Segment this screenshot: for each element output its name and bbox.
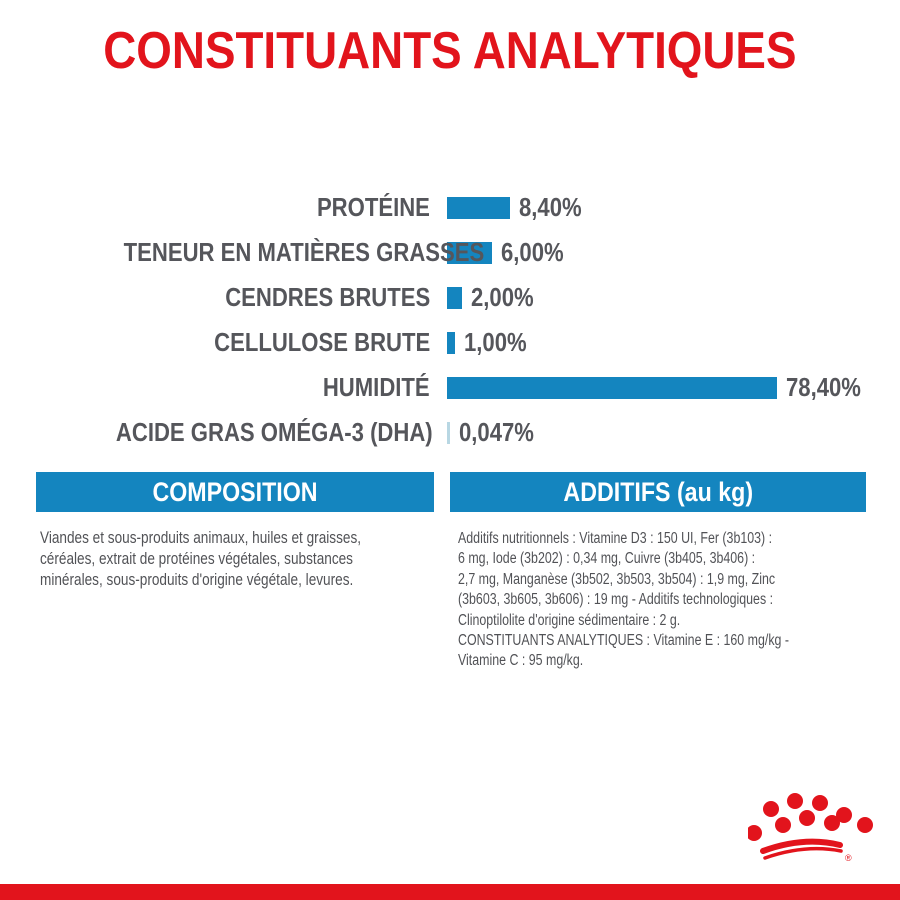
analytical-constituents-chart: PROTÉINE 8,40% TENEUR EN MATIÈRES GRASSE… <box>60 185 900 455</box>
chart-row: CENDRES BRUTES 2,00% <box>60 275 900 320</box>
registered-trademark: ® <box>845 853 852 863</box>
chart-category-label: TENEUR EN MATIÈRES GRASSES <box>123 237 485 267</box>
chart-category-label: CELLULOSE BRUTE <box>213 327 430 357</box>
chart-row: PROTÉINE 8,40% <box>60 185 900 230</box>
chart-category-label: CENDRES BRUTES <box>224 282 430 312</box>
bar-value-label: 8,40% <box>519 192 582 222</box>
bar-value-label: 78,40% <box>786 372 861 402</box>
composition-header: COMPOSITION <box>36 472 434 512</box>
page-title: CONSTITUANTS ANALYTIQUES <box>0 22 900 80</box>
bar-omega-3-dha <box>447 421 450 444</box>
crown-band <box>760 838 843 860</box>
additifs-header: ADDITIFS (au kg) <box>450 472 866 512</box>
additifs-text: Additifs nutritionnels : Vitamine D3 : 1… <box>458 530 789 670</box>
chart-row: TENEUR EN MATIÈRES GRASSES 6,00% <box>60 230 900 275</box>
page-title-text: CONSTITUANTS ANALYTIQUES <box>103 22 797 80</box>
bar-cendres-brutes <box>447 286 462 309</box>
bar-cellulose-brute <box>447 331 455 354</box>
chart-category-label: HUMIDITÉ <box>323 372 430 402</box>
bar-matieres-grasses <box>447 241 492 264</box>
bar-humidite <box>447 376 777 399</box>
crown-dots <box>748 793 873 841</box>
royal-canin-crown-logo: ® <box>748 793 873 863</box>
chart-row: HUMIDITÉ 78,40% <box>60 365 900 410</box>
bar-value-label: 1,00% <box>464 327 527 357</box>
bar-value-label: 6,00% <box>501 237 564 267</box>
composition-text: Viandes et sous-produits animaux, huiles… <box>40 528 362 589</box>
bar-value-label: 0,047% <box>459 417 534 447</box>
bar-value-label: 2,00% <box>471 282 534 312</box>
brand-red-bar <box>0 884 900 900</box>
chart-row: CELLULOSE BRUTE 1,00% <box>60 320 900 365</box>
bar-proteine <box>447 196 510 219</box>
chart-category-label: ACIDE GRAS OMÉGA-3 (DHA) <box>115 417 433 447</box>
chart-row: ACIDE GRAS OMÉGA-3 (DHA) 0,047% <box>60 410 900 455</box>
chart-category-label: PROTÉINE <box>317 192 430 222</box>
